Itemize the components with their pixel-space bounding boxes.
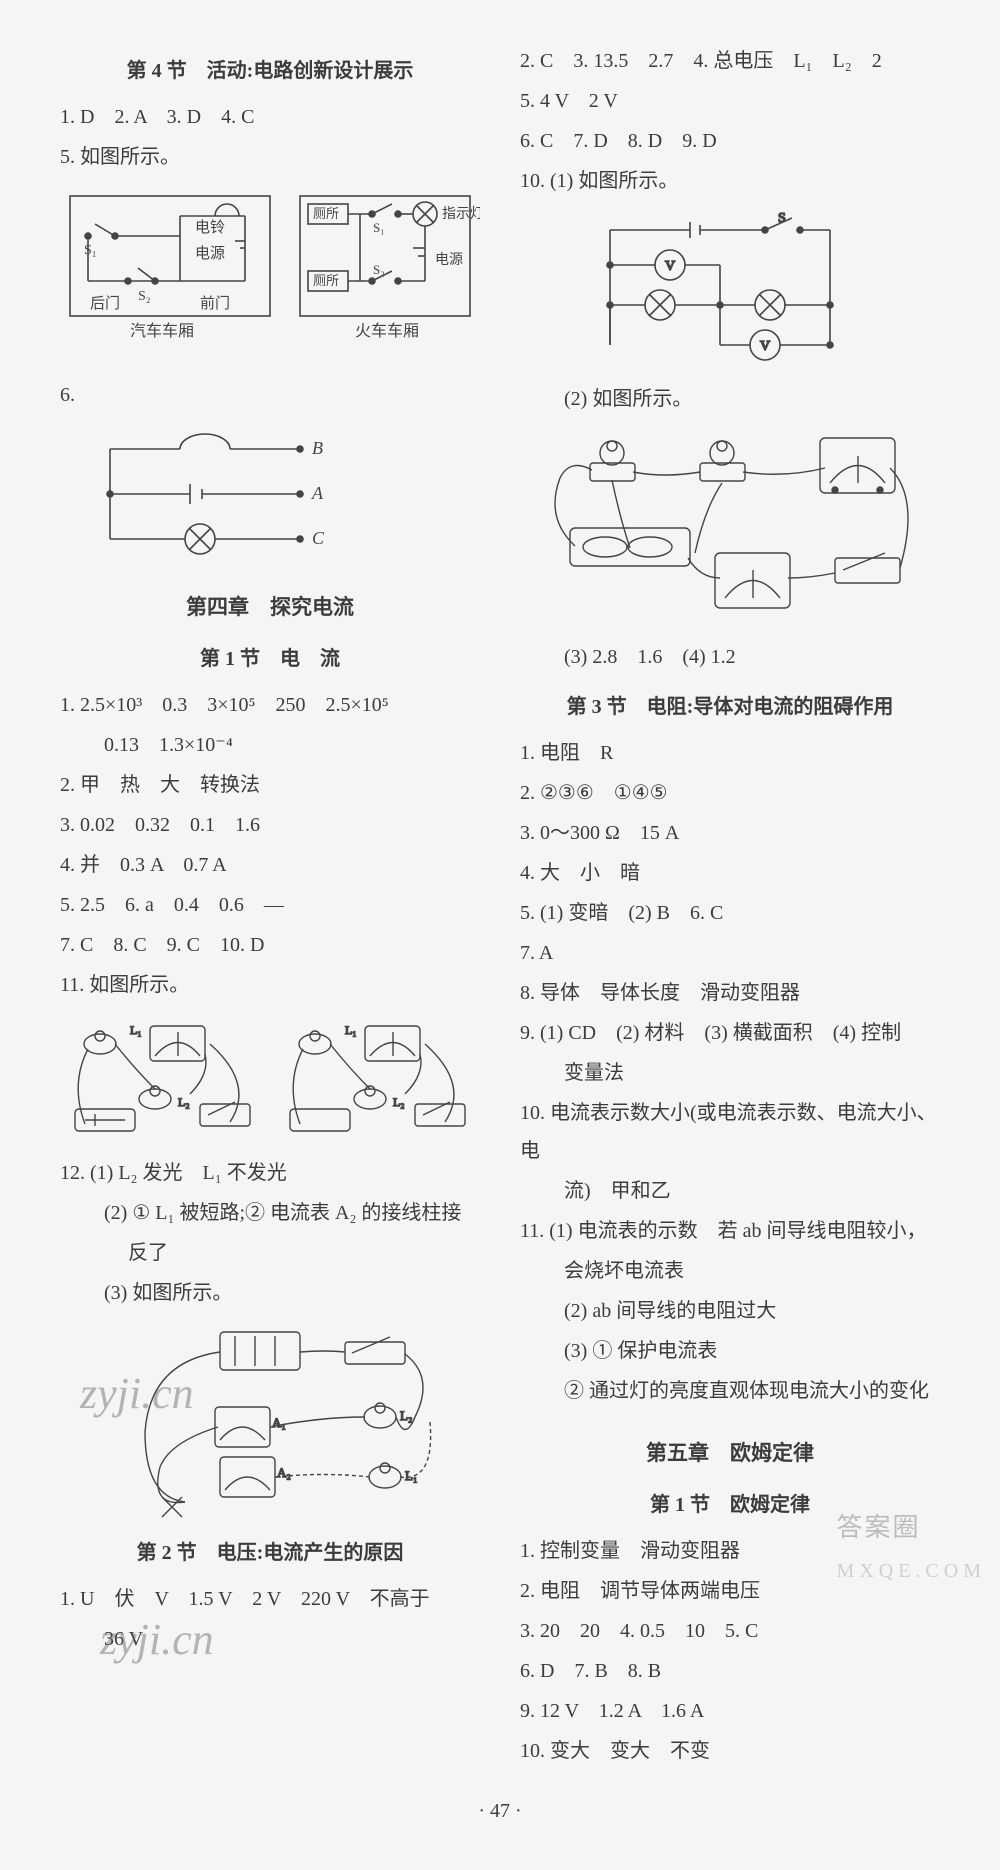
svg-text:厕所: 厕所 — [313, 206, 339, 221]
c5-a10: 10. 变大 变大 不变 — [520, 1732, 940, 1770]
s3-a5: 5. (1) 变暗 (2) B 6. C — [520, 894, 940, 932]
ch4-s1-a12-1: 12. (1) L₂ 发光 L₁ 不发光 — [60, 1154, 480, 1192]
svg-text:S₁: S₁ — [84, 243, 97, 258]
r-a6: 6. C 7. D 8. D 9. D — [520, 122, 940, 160]
ch4-s2-a1b: 36 V — [60, 1620, 480, 1658]
svg-text:L₁: L₁ — [345, 1023, 357, 1037]
q10-2-figure — [530, 428, 930, 628]
s3-a9a: 9. (1) CD (2) 材料 (3) 横截面积 (4) 控制 — [520, 1014, 940, 1052]
sec4-a5: 5. 如图所示。 — [60, 138, 480, 176]
c5-a6: 6. D 7. B 8. B — [520, 1652, 940, 1690]
s3-a11a: 11. (1) 电流表的示数 若 ab 间导线电阻较小， — [520, 1212, 940, 1250]
ch4-s1-a5: 5. 2.5 6. a 0.4 0.6 — — [60, 886, 480, 924]
sec4-a1: 1. D 2. A 3. D 4. C — [60, 98, 480, 136]
s3-a7: 7. A — [520, 934, 940, 972]
s3-a11c: (2) ab 间导线的电阻过大 — [520, 1292, 940, 1330]
svg-text:前门: 前门 — [200, 295, 230, 312]
r-a10-2: (2) 如图所示。 — [520, 380, 940, 418]
c5-a1: 1. 控制变量 滑动变阻器 — [520, 1532, 940, 1570]
svg-text:电源: 电源 — [435, 252, 463, 268]
s3-a10a: 10. 电流表示数大小(或电流表示数、电流大小、电 — [520, 1094, 940, 1170]
s3-a3: 3. 0～300 Ω 15 A — [520, 814, 940, 852]
svg-text:后门: 后门 — [90, 295, 120, 312]
svg-text:火车车厢: 火车车厢 — [355, 322, 419, 340]
ch4-s3-title: 第 3 节 电阻:导体对电流的阻碍作用 — [520, 688, 940, 726]
svg-text:L₂: L₂ — [178, 1095, 190, 1109]
svg-text:S₂: S₂ — [138, 289, 151, 304]
q6-circuit-figure: B A C — [90, 424, 350, 564]
ch4-title: 第四章 探究电流 — [60, 588, 480, 628]
ch5-title: 第五章 欧姆定律 — [520, 1434, 940, 1474]
ch4-s1-a12-2b: 反了 — [60, 1234, 480, 1272]
page-number: · 47 · — [60, 1792, 940, 1830]
sec4-title: 第 4 节 活动:电路创新设计展示 — [60, 52, 480, 90]
ch4-s2-title: 第 2 节 电压:电流产生的原因 — [60, 1534, 480, 1572]
svg-text:B: B — [312, 438, 323, 458]
svg-text:L₁: L₁ — [130, 1023, 142, 1037]
ch4-s2-a1a: 1. U 伏 V 1.5 V 2 V 220 V 不高于 — [60, 1580, 480, 1618]
svg-text:A₁: A₁ — [272, 1415, 286, 1430]
svg-text:电铃: 电铃 — [195, 219, 225, 236]
svg-text:V: V — [760, 339, 770, 354]
svg-text:S: S — [778, 211, 786, 226]
q5-circuit-figure: S₁ S₂ 电铃 电源 后门 前门 汽车车厢 — [60, 186, 480, 366]
ch4-s1-a7: 7. C 8. C 9. C 10. D — [60, 926, 480, 964]
c5-a3: 3. 20 20 4. 0.5 10 5. C — [520, 1612, 940, 1650]
ch4-s1-title: 第 1 节 电 流 — [60, 640, 480, 678]
ch4-s1-a11: 11. 如图所示。 — [60, 966, 480, 1004]
c5-a9: 9. 12 V 1.2 A 1.6 A — [520, 1692, 940, 1730]
svg-text:指示灯: 指示灯 — [442, 206, 480, 222]
q10-1-figure: S V — [580, 210, 860, 370]
ch4-s1-a1b: 0.13 1.3×10⁻⁴ — [60, 726, 480, 764]
svg-text:电源: 电源 — [195, 245, 225, 262]
ch4-s1-a2: 2. 甲 热 大 转换法 — [60, 766, 480, 804]
q12-3-figure: A₁ A₂ L₂ L₁ — [90, 1322, 450, 1522]
q11-figure: L₁ L₂ L₁ L₂ — [60, 1014, 480, 1144]
svg-text:S₂: S₂ — [373, 262, 385, 277]
svg-text:A: A — [311, 483, 324, 503]
svg-text:S₁: S₁ — [373, 220, 385, 235]
svg-text:V: V — [665, 259, 675, 274]
svg-text:C: C — [312, 528, 325, 548]
s3-a1: 1. 电阻 R — [520, 734, 940, 772]
s3-a10b: 流) 甲和乙 — [520, 1172, 940, 1210]
s3-a11e: ② 通过灯的亮度直观体现电流大小的变化 — [520, 1372, 940, 1410]
s3-a8: 8. 导体 导体长度 滑动变阻器 — [520, 974, 940, 1012]
s3-a4: 4. 大 小 暗 — [520, 854, 940, 892]
svg-text:L₂: L₂ — [400, 1408, 412, 1423]
svg-text:L₂: L₂ — [393, 1095, 405, 1109]
ch4-s1-a3: 3. 0.02 0.32 0.1 1.6 — [60, 806, 480, 844]
r-a10-3: (3) 2.8 1.6 (4) 1.2 — [520, 638, 940, 676]
svg-text:厕所: 厕所 — [313, 273, 339, 288]
svg-text:A₂: A₂ — [277, 1465, 291, 1480]
ch4-s1-a12-2a: (2) ① L₁ 被短路;② 电流表 A₂ 的接线柱接 — [60, 1194, 480, 1232]
r-a5: 5. 4 V 2 V — [520, 82, 940, 120]
sec4-a6: 6. — [60, 376, 480, 414]
s3-a11d: (3) ① 保护电流表 — [520, 1332, 940, 1370]
s3-a2: 2. ②③⑥ ①④⑤ — [520, 774, 940, 812]
ch5-s1-title: 第 1 节 欧姆定律 — [520, 1486, 940, 1524]
r-a10-1: 10. (1) 如图所示。 — [520, 162, 940, 200]
r-a2: 2. C 3. 13.5 2.7 4. 总电压 L₁ L₂ 2 — [520, 42, 940, 80]
c5-a2: 2. 电阻 调节导体两端电压 — [520, 1572, 940, 1610]
s3-a9b: 变量法 — [520, 1054, 940, 1092]
ch4-s1-a4: 4. 并 0.3 A 0.7 A — [60, 846, 480, 884]
ch4-s1-a12-3: (3) 如图所示。 — [60, 1274, 480, 1312]
ch4-s1-a1a: 1. 2.5×10³ 0.3 3×10⁵ 250 2.5×10⁵ — [60, 686, 480, 724]
s3-a11b: 会烧坏电流表 — [520, 1252, 940, 1290]
svg-text:汽车车厢: 汽车车厢 — [130, 322, 194, 340]
